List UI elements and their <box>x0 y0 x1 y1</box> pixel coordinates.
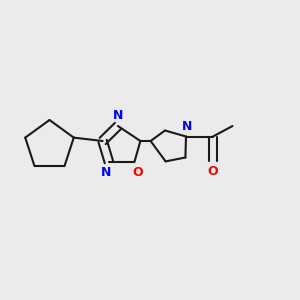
Text: O: O <box>208 165 218 178</box>
Text: N: N <box>113 110 123 122</box>
Text: N: N <box>182 121 193 134</box>
Text: N: N <box>101 166 112 178</box>
Text: O: O <box>132 166 143 178</box>
